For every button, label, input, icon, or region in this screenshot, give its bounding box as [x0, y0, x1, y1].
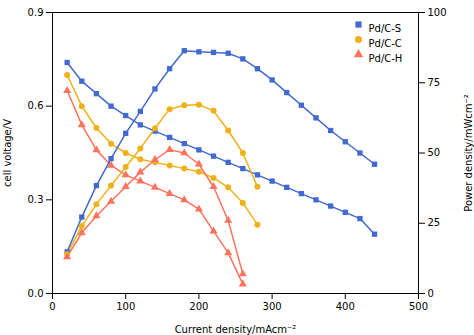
svg-text:0.6: 0.6: [28, 100, 44, 111]
svg-text:0.0: 0.0: [28, 288, 44, 299]
svg-text:300: 300: [263, 301, 282, 312]
svg-text:Current density/mAcm⁻²: Current density/mAcm⁻²: [175, 324, 297, 335]
svg-text:75: 75: [428, 77, 441, 88]
svg-text:0: 0: [428, 288, 434, 299]
svg-text:0.3: 0.3: [28, 194, 44, 205]
svg-text:100: 100: [116, 301, 135, 312]
svg-text:50: 50: [428, 147, 441, 158]
svg-text:Power density/mWcm⁻²: Power density/mWcm⁻²: [463, 94, 474, 212]
svg-text:cell voltage/V: cell voltage/V: [2, 119, 13, 187]
svg-text:Pd/C-C: Pd/C-C: [369, 38, 402, 49]
svg-text:200: 200: [189, 301, 208, 312]
svg-text:Pd/C-S: Pd/C-S: [369, 23, 402, 34]
svg-text:0: 0: [49, 301, 55, 312]
svg-text:Pd/C-H: Pd/C-H: [369, 53, 403, 64]
svg-text:0.9: 0.9: [28, 7, 44, 18]
svg-text:400: 400: [336, 301, 355, 312]
svg-text:25: 25: [428, 217, 441, 228]
svg-text:500: 500: [409, 301, 428, 312]
svg-text:100: 100: [428, 7, 447, 18]
